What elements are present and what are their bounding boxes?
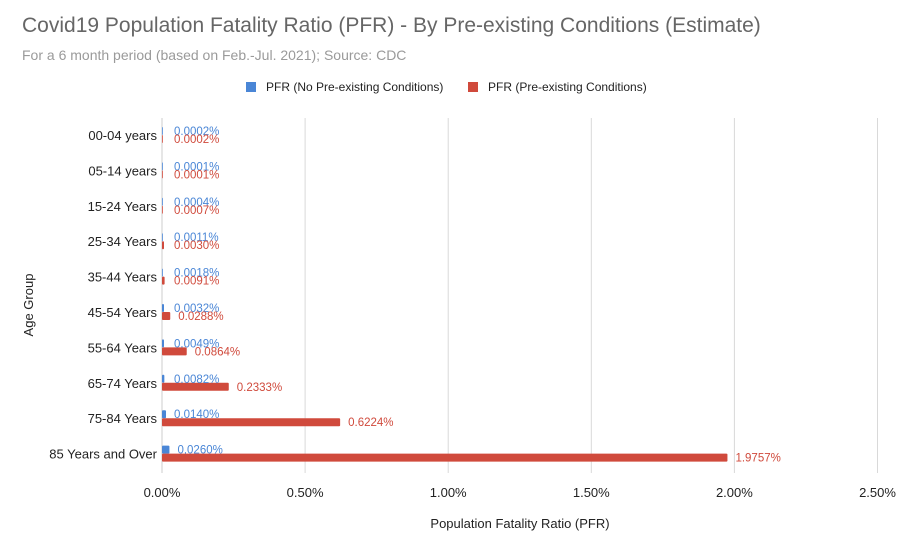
data-label: 0.0002% <box>174 126 219 138</box>
data-label: 0.0140% <box>174 409 219 421</box>
data-label: 1.9757% <box>735 453 780 465</box>
data-label: 0.0004% <box>174 197 219 209</box>
bar-pre-existing <box>162 382 229 391</box>
data-label: 0.0018% <box>174 268 219 280</box>
bar-no-conditions <box>162 233 163 242</box>
bar-no-conditions <box>162 339 164 348</box>
legend: PFR (No Pre-existing Conditions) PFR (Pre… <box>246 80 647 94</box>
category-label: 65-74 Years <box>88 376 158 391</box>
data-label: 0.0032% <box>174 303 219 315</box>
category-label: 55-64 Years <box>88 340 158 355</box>
category-label: 15-24 Years <box>88 199 158 214</box>
bar-no-conditions <box>162 162 163 171</box>
bar-no-conditions <box>162 197 163 206</box>
data-label: 0.2333% <box>237 382 282 394</box>
category-label: 85 Years and Over <box>49 447 157 462</box>
data-label: 0.0082% <box>174 374 219 386</box>
bar-pre-existing <box>162 347 187 356</box>
bar-no-conditions <box>162 304 164 312</box>
category-label: 05-14 years <box>88 163 157 178</box>
category-label: 75-84 Years <box>88 411 158 426</box>
bar-no-conditions <box>162 268 163 277</box>
chart-title: Covid19 Population Fatality Ratio (PFR) … <box>22 14 761 37</box>
legend-swatch <box>246 82 256 92</box>
data-label: 0.0864% <box>195 346 240 358</box>
bar-pre-existing <box>162 418 341 427</box>
data-label: 0.0001% <box>174 169 219 181</box>
category-labels: 00-04 years 05-14 years 15-24 Years 25-34 Y… <box>49 128 157 462</box>
bar-no-conditions <box>162 410 167 419</box>
x-tick-label: 0.00% <box>144 485 181 500</box>
x-axis-label: Population Fatality Ratio (PFR) <box>430 516 609 531</box>
legend-swatch <box>468 82 478 92</box>
data-label: 0.0049% <box>174 338 219 350</box>
x-tick-label: 2.50% <box>859 485 896 500</box>
legend-label: PFR (Pre-existing Conditions) <box>488 80 647 94</box>
data-labels: 0.0002%0.0002% 0.0001%0.0001% 0.0004%0.000… <box>174 126 781 465</box>
data-label: 0.0091% <box>174 276 219 288</box>
y-axis-label: Age Group <box>21 274 36 337</box>
bars <box>162 127 728 462</box>
legend-label: PFR (No Pre-existing Conditions) <box>266 80 443 94</box>
data-label: 0.0011% <box>174 232 219 244</box>
bar-no-conditions <box>162 374 165 383</box>
category-label: 25-34 Years <box>88 234 158 249</box>
category-label: 35-44 Years <box>88 270 158 285</box>
x-tick-labels: 0.00% 0.50% 1.00% 1.50% 2.00% 2.50% <box>144 485 897 500</box>
bar-pre-existing <box>162 453 728 462</box>
bar-pre-existing <box>162 241 164 250</box>
data-label: 0.0260% <box>177 445 222 457</box>
bar-pre-existing <box>162 205 163 214</box>
data-label: 0.0030% <box>174 240 219 252</box>
chart-subtitle: For a 6 month period (based on Feb.-Jul.… <box>22 47 407 63</box>
bar-pre-existing <box>162 135 163 143</box>
x-tick-label: 1.50% <box>573 485 610 500</box>
data-label: 0.0288% <box>178 311 223 323</box>
data-label: 0.0007% <box>174 205 219 217</box>
data-label: 0.6224% <box>348 417 393 429</box>
category-label: 00-04 years <box>88 128 157 143</box>
x-tick-label: 0.50% <box>287 485 324 500</box>
bar-no-conditions <box>162 445 170 454</box>
x-tick-label: 2.00% <box>716 485 753 500</box>
category-label: 45-54 Years <box>88 305 158 320</box>
x-tick-label: 1.00% <box>430 485 467 500</box>
bar-pre-existing <box>162 312 171 320</box>
bar-pre-existing <box>162 276 165 285</box>
bar-pre-existing <box>162 170 163 179</box>
data-label: 0.0002% <box>174 134 219 146</box>
bar-no-conditions <box>162 127 163 135</box>
data-label: 0.0001% <box>174 161 219 173</box>
